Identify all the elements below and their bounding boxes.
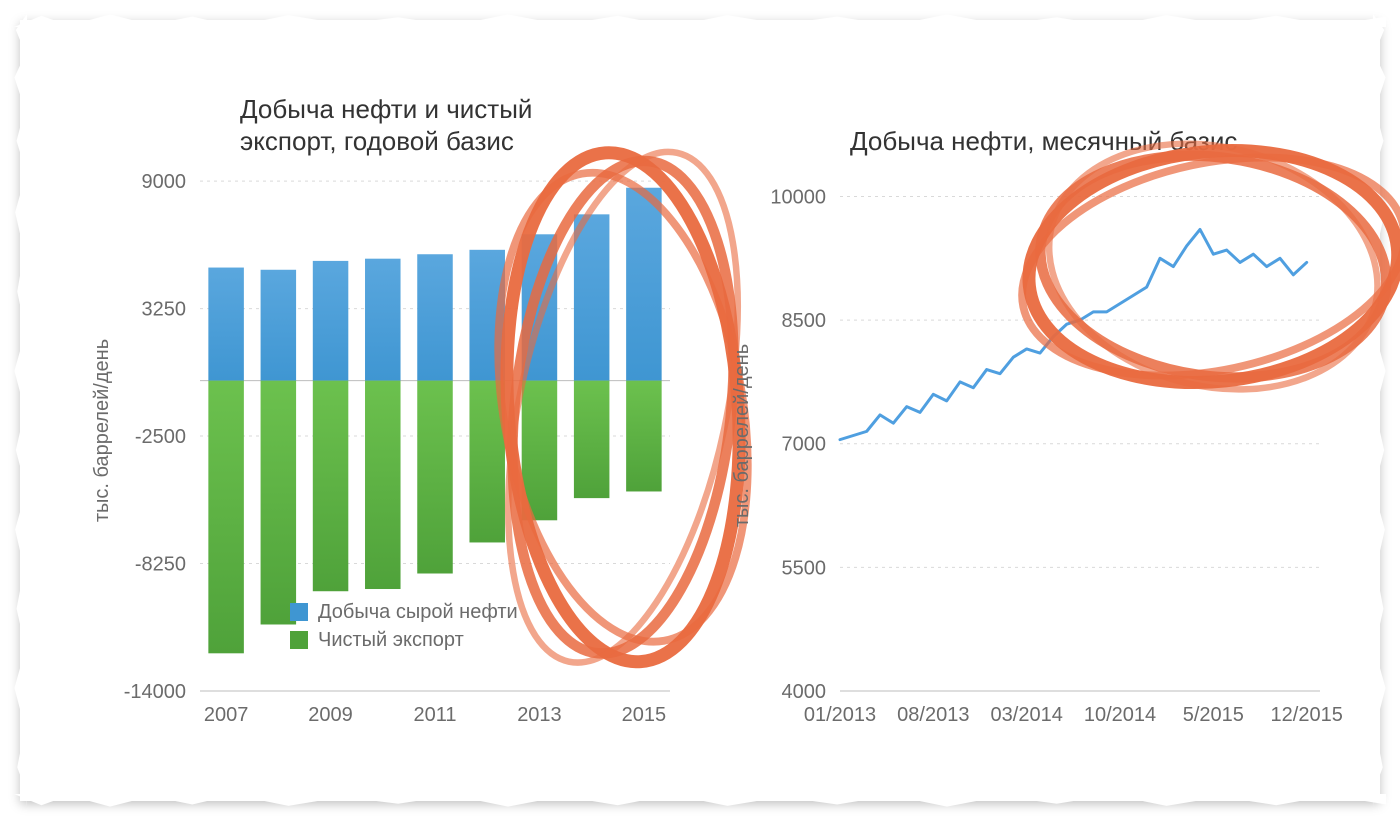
legend-swatch-export <box>290 631 308 649</box>
left-chart-panel: Добыча нефти и чистыйэкспорт, годовой ба… <box>80 60 680 761</box>
right-ytick-label: 7000 <box>782 434 827 456</box>
bar-production <box>574 214 610 380</box>
right-series-line <box>840 229 1307 439</box>
bar-net-export <box>261 381 297 625</box>
right-annotation-circle <box>1002 110 1400 423</box>
right-xtick-label: 12/2015 <box>1271 704 1343 726</box>
paper-frame: Добыча нефти и чистыйэкспорт, годовой ба… <box>20 20 1380 801</box>
bar-net-export <box>574 381 610 499</box>
bar-net-export <box>626 381 662 492</box>
bar-net-export <box>208 381 244 654</box>
left-xtick-label: 2007 <box>204 704 249 726</box>
left-chart-svg: Добыча нефти и чистыйэкспорт, годовой ба… <box>80 60 680 761</box>
left-xtick-label: 2015 <box>622 704 667 726</box>
right-xtick-label: 5/2015 <box>1183 704 1244 726</box>
right-ytick-label: 10000 <box>770 186 826 208</box>
bar-production <box>417 254 453 380</box>
left-chart-title-line2: экспорт, годовой базис <box>240 126 514 156</box>
left-ytick-label: -14000 <box>124 681 186 703</box>
torn-edge-left <box>13 14 27 807</box>
left-ytick-label: -8250 <box>135 554 186 576</box>
right-ytick-label: 8500 <box>782 310 827 332</box>
right-xtick-label: 03/2014 <box>991 704 1063 726</box>
left-ytick-label: -2500 <box>135 426 186 448</box>
bar-production <box>626 188 662 381</box>
legend-label-production: Добыча сырой нефти <box>318 601 518 623</box>
right-chart-panel: Добыча нефти, месячный базис400055007000… <box>720 60 1340 761</box>
left-xtick-label: 2013 <box>517 704 562 726</box>
right-ytick-label: 4000 <box>782 681 827 703</box>
legend-swatch-production <box>290 603 308 621</box>
left-ylabel: тыс. баррелей/день <box>91 339 113 522</box>
right-xtick-label: 08/2013 <box>897 704 969 726</box>
right-chart-svg: Добыча нефти, месячный базис400055007000… <box>720 60 1340 761</box>
bar-net-export <box>365 381 401 589</box>
right-ytick-label: 5500 <box>782 557 827 579</box>
legend-label-export: Чистый экспорт <box>318 629 464 651</box>
left-xtick-label: 2009 <box>308 704 353 726</box>
bar-production <box>261 270 297 381</box>
torn-edge-right <box>1373 14 1387 807</box>
bar-production <box>313 261 349 381</box>
right-ylabel: тыс. баррелей/день <box>731 344 753 527</box>
bar-net-export <box>417 381 453 574</box>
bar-production <box>208 268 244 381</box>
right-xtick-label: 10/2014 <box>1084 704 1156 726</box>
left-ytick-label: 9000 <box>142 171 187 193</box>
left-legend: Добыча сырой нефти Чистый экспорт <box>290 601 518 651</box>
torn-edge-top <box>14 13 1386 27</box>
right-xtick-label: 01/2013 <box>804 704 876 726</box>
bar-net-export <box>313 381 349 592</box>
left-chart-title-line1: Добыча нефти и чистый <box>240 94 532 124</box>
torn-edge-bottom <box>14 794 1386 808</box>
left-ytick-label: 3250 <box>142 299 187 321</box>
left-xtick-label: 2011 <box>413 704 456 726</box>
bar-production <box>365 259 401 381</box>
